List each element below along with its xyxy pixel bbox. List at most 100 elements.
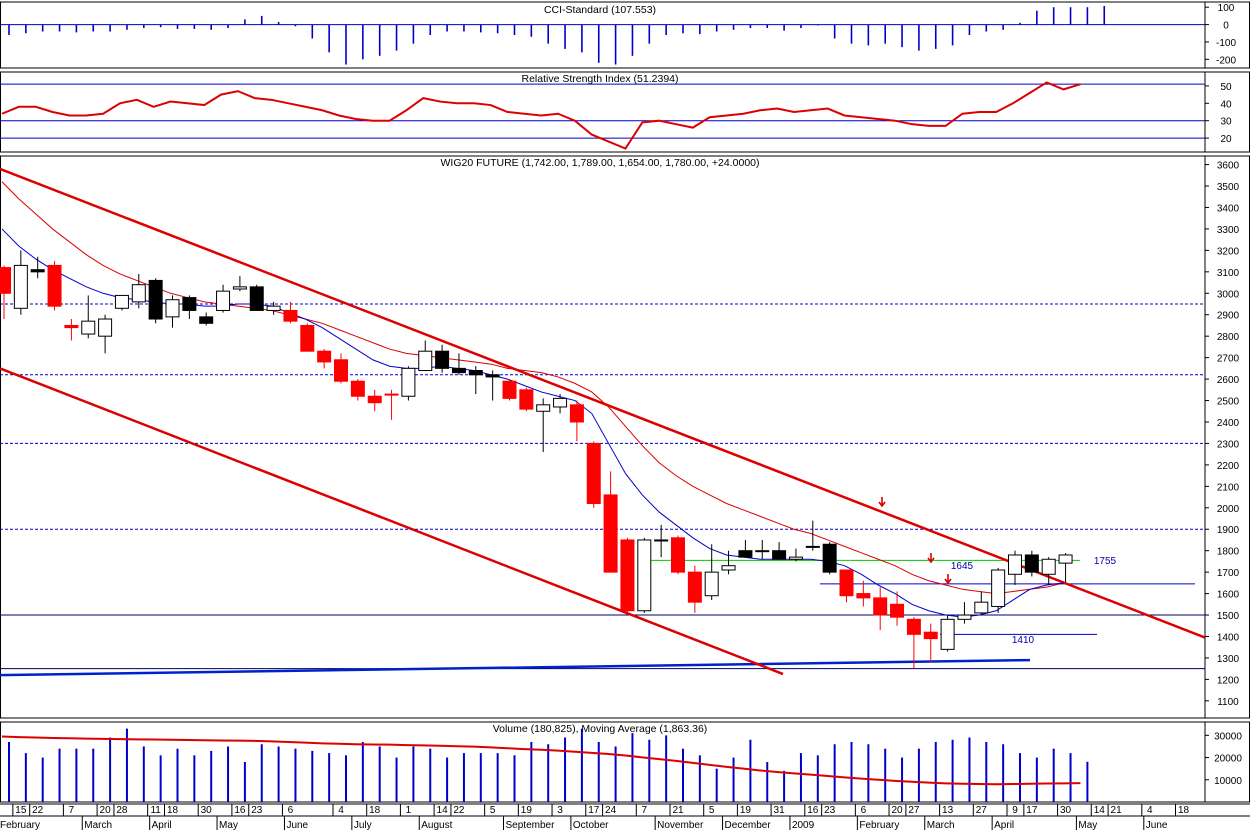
price-tick-label: 2100 [1217,482,1240,493]
candle-body [890,603,905,618]
candle-body [654,539,669,542]
candle-body [822,543,837,573]
cci-title: CCI-Standard (107.553) [544,4,656,16]
arrow-marker [927,553,935,564]
candle-body [0,267,11,294]
month-label: September [506,820,556,830]
price-tick-label: 1300 [1217,654,1240,665]
rsi-tick-label: 50 [1220,82,1232,93]
day-label: 28 [116,805,128,816]
price-tick-label: 1500 [1217,611,1240,622]
price-tick-label: 1700 [1217,568,1240,579]
month-label: February [0,820,40,830]
volume-tick-label: 10000 [1214,776,1242,787]
day-label: 18 [369,805,381,816]
volume-tick-label: 30000 [1214,731,1242,742]
arrow-marker [878,497,886,508]
cci-tick-label: 100 [1218,3,1235,14]
month-label: February [859,820,899,830]
candle-body [283,309,298,322]
candle-body [148,279,163,320]
day-label: 22 [453,805,465,816]
month-label: December [725,820,772,830]
candle-body [856,593,871,599]
month-label: June [1146,820,1168,830]
day-label: 18 [167,805,179,816]
month-label: October [573,820,609,830]
candle-body [788,556,803,560]
month-label: July [354,820,372,830]
cci-tick-label: 0 [1223,21,1229,32]
price-tick-label: 2700 [1217,354,1240,365]
month-label: August [421,820,452,830]
channel-top-line [0,167,1206,639]
price-tick-label: 3300 [1217,225,1240,236]
candle-body [435,350,450,369]
label-1755: 1755 [1094,556,1117,567]
month-label: May [1078,820,1097,830]
candle-body [738,550,753,558]
candle-body [334,359,348,382]
candle-body [687,571,702,603]
day-label: 19 [740,805,752,816]
candle-body [586,442,601,504]
candle-body [755,550,770,553]
candle-body [553,397,568,408]
day-label: 18 [1178,805,1190,816]
volume-ma-line [1,735,1081,786]
ma-long-line [1,181,1064,595]
candle-body [13,264,28,309]
day-label: 7 [69,805,75,816]
candle-body [721,565,736,571]
day-label: 6 [288,805,294,816]
day-label: 11 [150,805,161,816]
day-label: 14 [437,805,449,816]
price-tick-label: 3400 [1217,203,1240,214]
candle-body [451,367,466,374]
rsi-tick-label: 30 [1220,117,1232,128]
candle-body [199,316,214,324]
candle-body [114,294,129,309]
day-label: 21 [1111,805,1123,816]
candle-body [131,284,146,303]
day-label: 17 [588,805,600,816]
day-label: 4 [338,805,344,816]
price-tick-label: 2600 [1217,375,1240,386]
month-label: April [152,820,172,830]
day-label: 5 [490,805,496,816]
day-label: 6 [861,805,867,816]
candle-body [232,286,247,290]
day-label: 23 [251,805,263,816]
day-label: 4 [1147,805,1153,816]
candle-body [940,618,955,650]
candle-body [923,631,938,640]
day-label: 7 [642,805,648,816]
price-tick-label: 2200 [1217,461,1240,472]
candle-body [1041,558,1056,575]
cci-tick-label: -100 [1216,38,1236,49]
candle-body [81,320,96,335]
candle-body [704,571,719,597]
candle-body [418,350,433,372]
long-support-line [0,658,1031,677]
candle-body [603,494,618,573]
day-label: 30 [201,805,213,816]
candle-body [1058,554,1073,564]
candle-body [468,370,483,376]
month-label: November [657,820,704,830]
day-label: 27 [976,805,988,816]
candle-body [957,614,972,620]
candle-body [350,380,365,397]
month-label: March [927,820,955,830]
candle-body [805,545,820,548]
price-tick-label: 3200 [1217,246,1240,257]
day-label: 19 [521,805,533,816]
price-title: WIG20 FUTURE (1,742.00, 1,789.00, 1,654.… [441,157,760,169]
rsi-tick-label: 20 [1220,134,1232,145]
day-label: 22 [32,805,44,816]
month-label: 2009 [792,820,815,830]
day-label: 30 [1060,805,1072,816]
candle-body [64,324,79,329]
day-label: 1 [406,805,412,816]
